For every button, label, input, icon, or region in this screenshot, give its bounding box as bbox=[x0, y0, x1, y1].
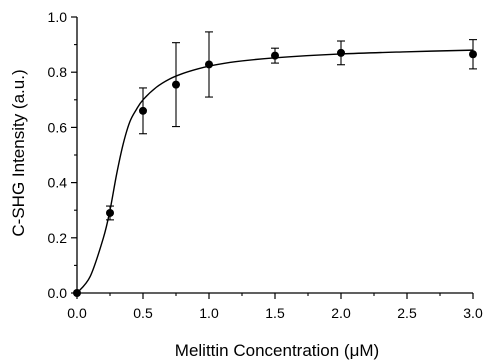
x-tick-label: 2.5 bbox=[397, 305, 417, 321]
data-point bbox=[469, 50, 477, 59]
points-layer bbox=[73, 48, 477, 297]
x-tick-label: 1.0 bbox=[199, 305, 219, 321]
data-point bbox=[172, 80, 180, 89]
data-point bbox=[73, 289, 81, 297]
x-tick-label: 2.0 bbox=[331, 305, 351, 321]
y-tick-label: 0.6 bbox=[48, 119, 68, 135]
labels-layer: Melittin Concentration (μM) C-SHG Intens… bbox=[9, 69, 379, 360]
axes-layer: 0.0 0.5 1.0 1.5 2.0 2.5 3.0 0.0 0.2 0.4 0.6 0.8 1.0 bbox=[48, 9, 483, 321]
y-axis-title: C-SHG Intensity (a.u.) bbox=[9, 69, 28, 236]
curve-layer bbox=[76, 49, 474, 294]
fit-curve-line bbox=[76, 49, 474, 294]
data-point bbox=[106, 208, 114, 217]
x-tick-label: 0.0 bbox=[67, 305, 87, 321]
y-tick-label: 0.2 bbox=[48, 230, 68, 246]
y-tick-label: 1.0 bbox=[48, 9, 68, 25]
data-point bbox=[271, 51, 279, 60]
data-point bbox=[205, 60, 213, 69]
y-tick-label: 0.4 bbox=[48, 175, 68, 191]
x-tick-label: 1.5 bbox=[265, 305, 285, 321]
errorbar-layer bbox=[106, 31, 477, 221]
x-tick-label: 0.5 bbox=[133, 305, 153, 321]
x-tick-label: 3.0 bbox=[463, 305, 483, 321]
data-point bbox=[139, 106, 147, 115]
data-point bbox=[337, 48, 345, 57]
x-axis-title: Melittin Concentration (μM) bbox=[175, 341, 379, 360]
y-tick-label: 0.0 bbox=[48, 285, 68, 301]
y-tick-label: 0.8 bbox=[48, 64, 68, 80]
